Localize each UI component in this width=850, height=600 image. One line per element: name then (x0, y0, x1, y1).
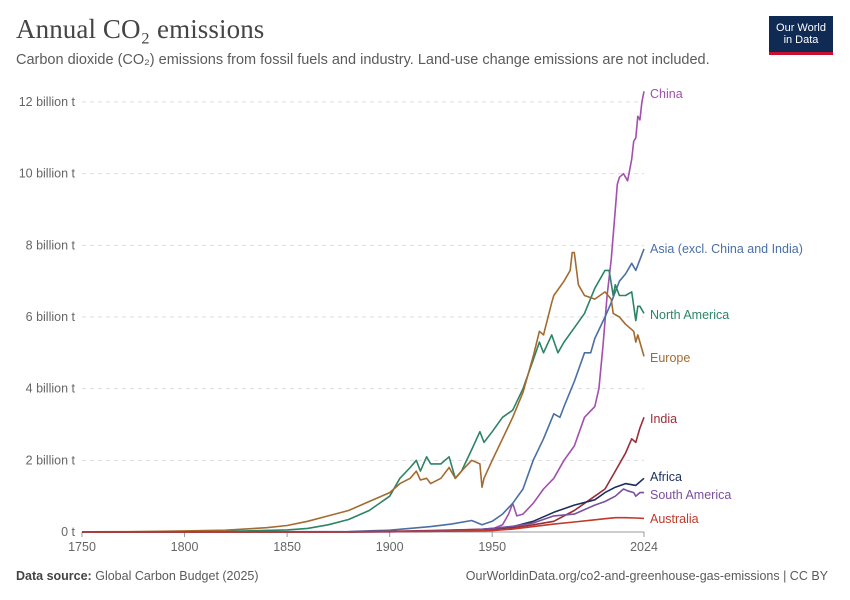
series-line-europe (81, 251, 645, 533)
series-line-china (82, 91, 645, 533)
y-tick-label: 6 billion t (26, 310, 76, 324)
y-tick-label: 2 billion t (26, 453, 76, 467)
series-label-north-america: North America (650, 308, 729, 322)
y-tick-label: 10 billion t (19, 167, 76, 181)
x-tick-label: 1800 (171, 540, 199, 554)
chart-subtitle: Carbon dioxide (CO₂) emissions from foss… (16, 52, 710, 68)
x-tick-label: 2024 (630, 540, 658, 554)
x-tick-label: 1900 (376, 540, 404, 554)
data-source: Data source: Global Carbon Budget (2025) (16, 569, 259, 583)
series-label-asia-excl-china-and-india-: Asia (excl. China and India) (650, 242, 803, 256)
y-tick-label: 0 t (61, 525, 75, 539)
y-tick-label: 8 billion t (26, 238, 76, 252)
chart-title: Annual CO₂ emissions (16, 14, 265, 44)
series-label-india: India (650, 412, 677, 426)
y-tick-label: 12 billion t (19, 95, 76, 109)
y-tick-label: 4 billion t (26, 382, 76, 396)
series-line-australia (81, 516, 645, 533)
series-label-china: China (650, 87, 683, 101)
logo-line-1: Our World (776, 22, 826, 34)
source-value[interactable]: Global Carbon Budget (2025) (95, 569, 259, 583)
source-label: Data source: (16, 569, 92, 583)
series-label-australia: Australia (650, 512, 699, 526)
series-label-south-america: South America (650, 488, 731, 502)
x-tick-label: 1750 (68, 540, 96, 554)
x-tick-label: 1950 (478, 540, 506, 554)
footer-link[interactable]: OurWorldinData.org/co2-and-greenhouse-ga… (465, 569, 828, 583)
series-line-asia-excl-china-and-india- (81, 248, 645, 533)
series-label-europe: Europe (650, 351, 690, 365)
x-tick-label: 1850 (273, 540, 301, 554)
series-label-africa: Africa (650, 470, 682, 484)
owid-logo[interactable]: Our World in Data (769, 16, 833, 55)
logo-line-2: in Data (783, 34, 819, 46)
series-line-north-america (81, 269, 645, 533)
